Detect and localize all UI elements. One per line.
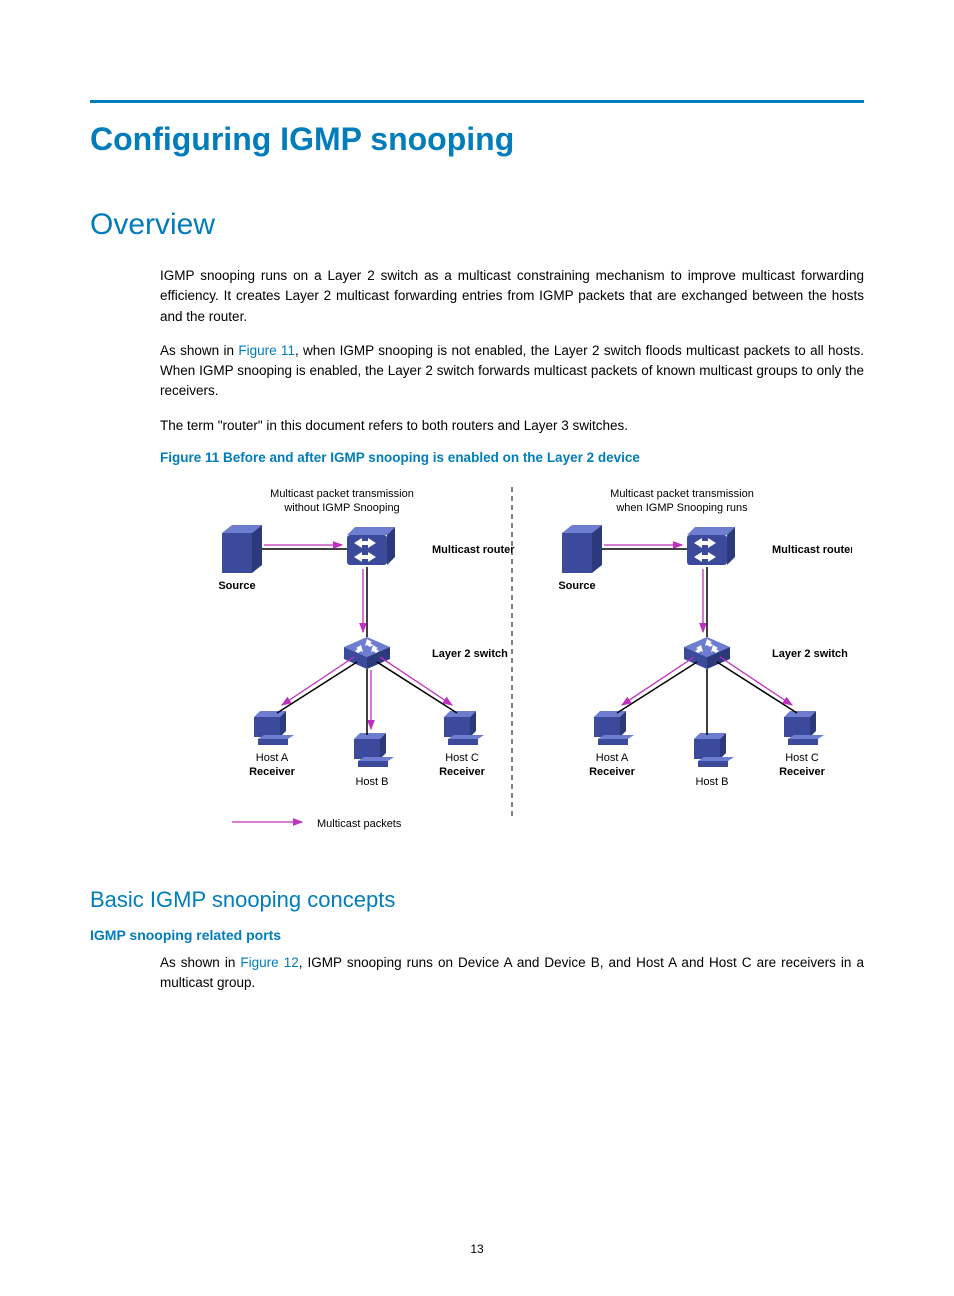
host-a-label-left: Host A (256, 752, 289, 764)
legend-label: Multicast packets (317, 818, 402, 830)
figure-11-caption: Figure 11 Before and after IGMP snooping… (160, 450, 864, 465)
figure-11: Multicast packet transmission without IG… (172, 477, 852, 857)
concepts-body: As shown in Figure 12, IGMP snooping run… (160, 953, 864, 994)
host-b-icon-left (354, 733, 394, 767)
link-switch-c-left (377, 662, 457, 713)
host-c-label-left: Host C (445, 752, 479, 764)
host-c-icon-right (784, 711, 824, 745)
legend: Multicast packets (232, 818, 402, 830)
arrow-switch-a-right (622, 657, 694, 705)
page-title: Configuring IGMP snooping (90, 121, 864, 158)
host-b-icon-right (694, 733, 734, 767)
host-a-receiver-right: Receiver (589, 766, 636, 778)
arrow-switch-c-right (720, 657, 792, 705)
source-label-left: Source (218, 580, 255, 592)
overview-body: IGMP snooping runs on a Layer 2 switch a… (160, 266, 864, 857)
switch-label-left: Layer 2 switch (432, 648, 508, 660)
host-c-receiver-right: Receiver (779, 766, 826, 778)
left-title-2: without IGMP Snooping (283, 502, 399, 514)
router-icon-left (347, 527, 395, 565)
arrow-switch-a-left (282, 657, 354, 705)
top-rule (90, 100, 864, 103)
host-c-label-right: Host C (785, 752, 819, 764)
right-title-2: when IGMP Snooping runs (615, 502, 748, 514)
left-panel: Multicast packet transmission without IG… (218, 488, 515, 788)
switch-label-right: Layer 2 switch (772, 648, 848, 660)
host-a-icon-left (254, 711, 294, 745)
subsection-basic-concepts: Basic IGMP snooping concepts (90, 887, 864, 913)
host-b-label-left: Host B (355, 776, 388, 788)
host-a-icon-right (594, 711, 634, 745)
source-icon-right (562, 525, 602, 573)
source-label-right: Source (558, 580, 595, 592)
source-icon-left (222, 525, 262, 573)
left-title-1: Multicast packet transmission (270, 488, 414, 500)
para-1: IGMP snooping runs on a Layer 2 switch a… (160, 266, 864, 327)
para-4-pre: As shown in (160, 955, 240, 970)
router-icon-right (687, 527, 735, 565)
para-2-pre: As shown in (160, 343, 238, 358)
para-3: The term "router" in this document refer… (160, 416, 864, 436)
link-switch-a-left (277, 662, 357, 713)
link-switch-c-right (717, 662, 797, 713)
page: Configuring IGMP snooping Overview IGMP … (0, 0, 954, 1296)
page-number: 13 (0, 1242, 954, 1256)
section-overview: Overview (90, 208, 864, 242)
host-c-receiver-left: Receiver (439, 766, 486, 778)
host-b-label-right: Host B (695, 776, 728, 788)
right-title-1: Multicast packet transmission (610, 488, 754, 500)
router-label-left: Multicast router (432, 544, 515, 556)
subsub-related-ports: IGMP snooping related ports (90, 927, 864, 943)
link-figure-11[interactable]: Figure 11 (238, 343, 295, 358)
host-a-label-right: Host A (596, 752, 629, 764)
switch-icon-left (344, 637, 390, 669)
right-panel: Multicast packet transmission when IGMP … (558, 488, 852, 788)
arrow-switch-c-left (380, 657, 452, 705)
para-4: As shown in Figure 12, IGMP snooping run… (160, 953, 864, 994)
link-switch-a-right (617, 662, 697, 713)
host-a-receiver-left: Receiver (249, 766, 296, 778)
router-label-right: Multicast router (772, 544, 852, 556)
para-2: As shown in Figure 11, when IGMP snoopin… (160, 341, 864, 402)
figure-11-svg: Multicast packet transmission without IG… (172, 477, 852, 857)
link-figure-12[interactable]: Figure 12 (240, 955, 298, 970)
host-c-icon-left (444, 711, 484, 745)
switch-icon-right (684, 637, 730, 669)
